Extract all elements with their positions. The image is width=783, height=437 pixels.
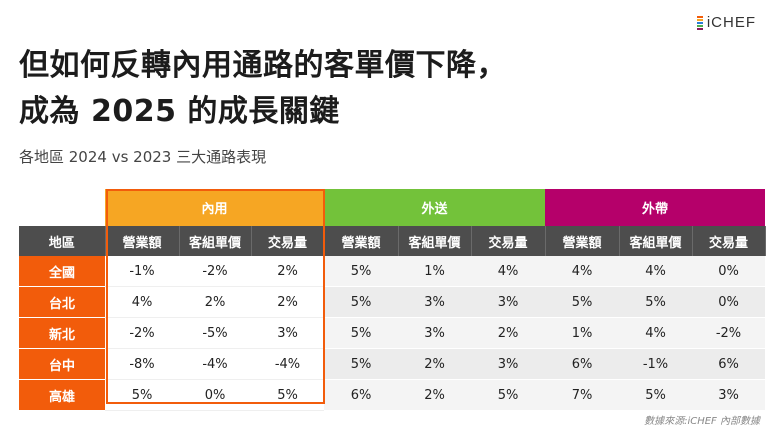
value-cell: 3% bbox=[398, 317, 471, 349]
column-header: 營業額 bbox=[545, 226, 620, 256]
ichef-logo-mark bbox=[696, 15, 703, 30]
region-cell: 台中 bbox=[19, 348, 105, 380]
value-cell: 5% bbox=[105, 379, 179, 411]
ichef-logo: iCHEF bbox=[696, 14, 756, 31]
value-cell: 1% bbox=[398, 256, 471, 287]
region-cell: 台北 bbox=[19, 286, 105, 318]
value-cell: -1% bbox=[619, 348, 692, 380]
value-cell: 5% bbox=[471, 379, 545, 411]
value-cell: 5% bbox=[619, 286, 692, 318]
channel-performance-table: 內用 外送 外帶 地區 營業額 客組單價 交易量 營業額 客組單價 交易量 營業… bbox=[19, 189, 766, 411]
group-header-takeout: 外帶 bbox=[545, 189, 765, 226]
value-cell: 6% bbox=[692, 348, 765, 380]
value-cell: 5% bbox=[324, 256, 398, 287]
column-header: 營業額 bbox=[105, 226, 180, 256]
column-header: 營業額 bbox=[324, 226, 399, 256]
value-cell: 1% bbox=[545, 317, 619, 349]
value-cell: 2% bbox=[251, 286, 324, 318]
table-row: 新北 -2% -5% 3% 5% 3% 2% 1% 4% -2% bbox=[19, 317, 765, 349]
logo-bar bbox=[696, 18, 703, 21]
value-cell: 2% bbox=[251, 256, 324, 287]
logo-text: iCHEF bbox=[706, 14, 756, 31]
value-cell: -8% bbox=[105, 348, 179, 380]
value-cell: 2% bbox=[398, 379, 471, 411]
value-cell: 3% bbox=[471, 286, 545, 318]
column-header-row: 地區 營業額 客組單價 交易量 營業額 客組單價 交易量 營業額 客組單價 交易… bbox=[19, 226, 766, 256]
table-row: 台中 -8% -4% -4% 5% 2% 3% 6% -1% 6% bbox=[19, 348, 765, 380]
region-cell: 全國 bbox=[19, 256, 105, 287]
table-row: 全國 -1% -2% 2% 5% 1% 4% 4% 4% 0% bbox=[19, 256, 765, 287]
value-cell: -1% bbox=[105, 256, 179, 287]
title-line-2: 成為 2025 的成長關鍵 bbox=[19, 94, 340, 129]
value-cell: 2% bbox=[398, 348, 471, 380]
value-cell: 5% bbox=[324, 348, 398, 380]
column-header: 客組單價 bbox=[179, 226, 252, 256]
page-title: 但如何反轉內用通路的客單價下降， 成為 2025 的成長關鍵 bbox=[19, 43, 507, 135]
value-cell: 0% bbox=[692, 286, 765, 318]
column-header: 交易量 bbox=[692, 226, 766, 256]
table-row: 高雄 5% 0% 5% 6% 2% 5% 7% 5% 3% bbox=[19, 379, 765, 411]
value-cell: 5% bbox=[619, 379, 692, 411]
value-cell: 3% bbox=[471, 348, 545, 380]
logo-bar bbox=[696, 24, 703, 27]
value-cell: 5% bbox=[324, 317, 398, 349]
value-cell: -4% bbox=[251, 348, 324, 380]
column-header: 客組單價 bbox=[619, 226, 693, 256]
table-row: 台北 4% 2% 2% 5% 3% 3% 5% 5% 0% bbox=[19, 286, 765, 318]
value-cell: 3% bbox=[692, 379, 765, 411]
value-cell: 0% bbox=[179, 379, 251, 411]
column-header-region: 地區 bbox=[19, 226, 106, 256]
value-cell: -2% bbox=[105, 317, 179, 349]
value-cell: -5% bbox=[179, 317, 251, 349]
value-cell: 5% bbox=[324, 286, 398, 318]
value-cell: -2% bbox=[179, 256, 251, 287]
title-line-1: 但如何反轉內用通路的客單價下降， bbox=[19, 48, 507, 83]
data-source-note: 數據來源:iCHEF 內部數據 bbox=[644, 416, 760, 427]
value-cell: -4% bbox=[179, 348, 251, 380]
value-cell: 4% bbox=[619, 317, 692, 349]
logo-bar bbox=[696, 27, 703, 30]
value-cell: 4% bbox=[545, 256, 619, 287]
value-cell: 5% bbox=[545, 286, 619, 318]
column-header: 交易量 bbox=[471, 226, 546, 256]
value-cell: 0% bbox=[692, 256, 765, 287]
value-cell: 2% bbox=[471, 317, 545, 349]
region-cell: 高雄 bbox=[19, 379, 105, 411]
group-header-row: 內用 外送 外帶 bbox=[19, 189, 765, 226]
value-cell: 4% bbox=[105, 286, 179, 318]
page-subtitle: 各地區 2024 vs 2023 三大通路表現 bbox=[19, 148, 267, 166]
value-cell: 3% bbox=[251, 317, 324, 349]
group-header-delivery: 外送 bbox=[324, 189, 545, 226]
value-cell: 2% bbox=[179, 286, 251, 318]
value-cell: 6% bbox=[545, 348, 619, 380]
column-header: 客組單價 bbox=[398, 226, 472, 256]
value-cell: -2% bbox=[692, 317, 765, 349]
value-cell: 4% bbox=[619, 256, 692, 287]
region-cell: 新北 bbox=[19, 317, 105, 349]
value-cell: 3% bbox=[398, 286, 471, 318]
logo-bar bbox=[696, 21, 703, 24]
group-header-spacer bbox=[19, 189, 105, 226]
value-cell: 7% bbox=[545, 379, 619, 411]
logo-bar bbox=[696, 15, 703, 18]
group-header-dine-in: 內用 bbox=[105, 189, 324, 226]
value-cell: 4% bbox=[471, 256, 545, 287]
value-cell: 5% bbox=[251, 379, 324, 411]
column-header: 交易量 bbox=[251, 226, 325, 256]
value-cell: 6% bbox=[324, 379, 398, 411]
